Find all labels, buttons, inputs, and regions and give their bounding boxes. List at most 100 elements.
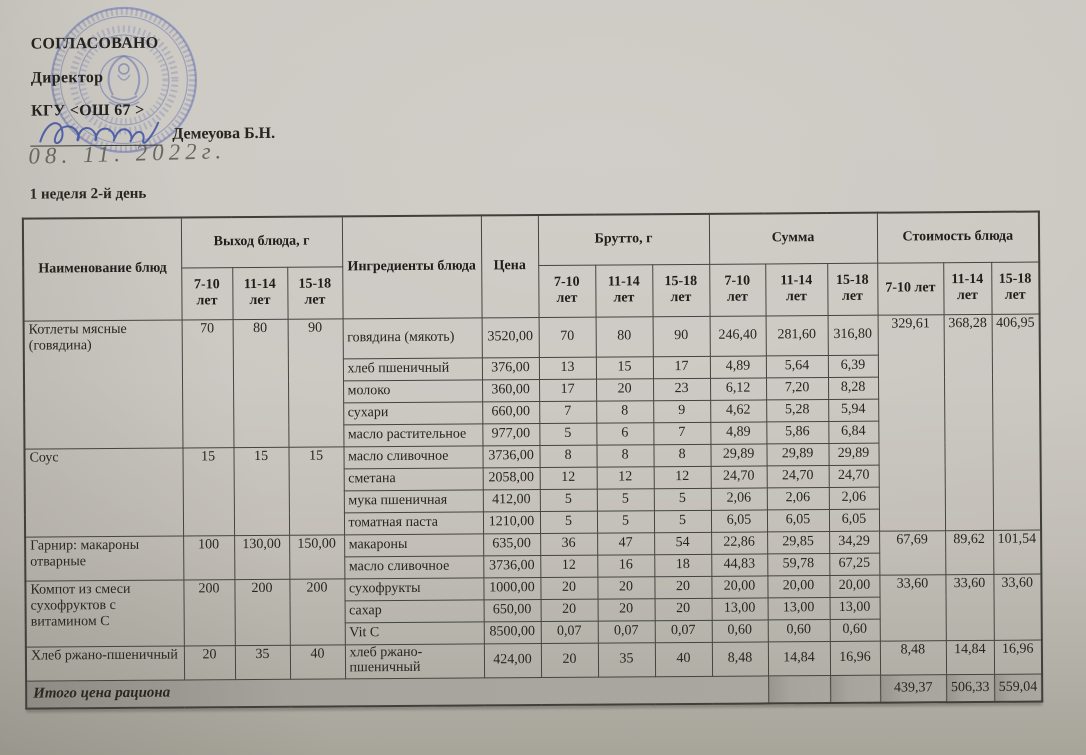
gross-cell: 0,07 bbox=[597, 620, 655, 643]
cost-cell: 67,69 bbox=[879, 530, 946, 575]
gross-cell: 5 bbox=[539, 510, 598, 534]
sum-cell: 29,89 bbox=[828, 442, 879, 466]
yield-cell: 100 bbox=[183, 535, 235, 580]
header-group-row: Наименование блюд Выход блюда, г Ингреди… bbox=[22, 211, 1040, 321]
price-cell: 650,00 bbox=[483, 599, 541, 622]
sum-cell: 4,89 bbox=[710, 421, 767, 444]
day-label: 1 неделя 2-й день bbox=[29, 185, 147, 203]
yield-cell: 80 bbox=[232, 318, 289, 448]
ingredient-cell: молоко bbox=[343, 379, 483, 403]
sum-cell: 316,80 bbox=[827, 314, 878, 356]
yield-cell: 40 bbox=[289, 644, 346, 679]
sum-cell: 22,86 bbox=[711, 531, 768, 554]
gross-cell: 20 bbox=[597, 576, 655, 599]
gross-cell: 17 bbox=[539, 378, 597, 402]
menu-table: Наименование блюд Выход блюда, г Ингреди… bbox=[21, 210, 1044, 710]
col-yield-age2: 11-14 лет bbox=[232, 266, 288, 320]
gross-cell: 8 bbox=[596, 400, 654, 423]
gross-cell: 5 bbox=[596, 488, 654, 511]
col-gross-age1: 7-10 лет bbox=[538, 264, 596, 318]
sum-cell: 7,20 bbox=[766, 377, 829, 400]
dish-name-cell: Компот из смеси сухофруктов с витамином … bbox=[25, 579, 184, 647]
sum-cell: 24,70 bbox=[710, 465, 767, 488]
dish-name-cell: Хлеб ржано-пшеничный bbox=[25, 645, 185, 681]
sum-cell: 29,89 bbox=[710, 443, 767, 466]
gross-cell: 18 bbox=[654, 553, 712, 577]
ingredient-cell: масло сливочное bbox=[344, 555, 484, 579]
price-cell: 977,00 bbox=[482, 423, 540, 446]
sum-cell: 2,06 bbox=[766, 487, 829, 510]
total-label: Итого цена рациона bbox=[26, 675, 769, 709]
ingredient-cell: масло растительное bbox=[343, 423, 483, 447]
sum-cell: 6,39 bbox=[827, 354, 879, 378]
sum-cell: 13,00 bbox=[711, 597, 768, 620]
price-cell: 3736,00 bbox=[483, 555, 541, 578]
gross-cell: 35 bbox=[597, 642, 656, 677]
col-ingredients: Ингредиенты блюда bbox=[341, 215, 482, 319]
gross-cell: 8 bbox=[596, 444, 654, 467]
approval-status: СОГЛАСОВАНО bbox=[30, 34, 159, 53]
sum-cell: 24,70 bbox=[828, 464, 879, 488]
yield-cell: 200 bbox=[289, 578, 345, 645]
gross-cell: 5 bbox=[653, 509, 712, 533]
total-empty-cell bbox=[830, 674, 881, 704]
ingredient-cell: масло сливочное bbox=[343, 445, 483, 469]
table-row: Котлеты мясные (говядина) 70 80 90 говяд… bbox=[23, 313, 1042, 531]
gross-cell: 17 bbox=[652, 355, 711, 379]
sum-cell: 20,00 bbox=[767, 575, 830, 598]
cost-cell: 368,28 bbox=[943, 313, 994, 531]
price-cell: 1000,00 bbox=[483, 577, 541, 600]
handwritten-date: 08. 11. 2022г. bbox=[28, 138, 227, 169]
yield-cell: 15 bbox=[288, 446, 345, 535]
cost-cell: 33,60 bbox=[993, 573, 1042, 640]
sum-cell: 4,62 bbox=[710, 399, 767, 422]
signature-stroke-icon bbox=[39, 121, 160, 145]
sum-cell: 5,64 bbox=[765, 355, 829, 378]
gross-cell: 20 bbox=[540, 642, 599, 678]
sum-cell: 2,06 bbox=[710, 487, 767, 510]
gross-cell: 12 bbox=[653, 465, 711, 489]
cost-cell: 14,84 bbox=[945, 639, 995, 675]
col-yield-age3: 15-18 лет bbox=[287, 266, 343, 319]
ingredient-cell: сухари bbox=[343, 401, 483, 425]
cost-cell: 101,54 bbox=[993, 529, 1042, 574]
sum-cell: 6,05 bbox=[766, 509, 830, 532]
gross-cell: 16 bbox=[597, 554, 655, 577]
sum-cell: 67,25 bbox=[829, 552, 880, 576]
approval-role: Директор bbox=[30, 69, 104, 87]
col-cost-age2: 11-14 лет bbox=[943, 261, 992, 315]
sum-cell: 0,60 bbox=[767, 619, 830, 642]
gross-cell: 20 bbox=[596, 378, 654, 401]
yield-cell: 20 bbox=[183, 645, 236, 680]
total-cost-cell: 506,33 bbox=[946, 673, 995, 703]
col-cost-age1: 7-10 лет bbox=[877, 262, 944, 315]
yield-cell: 15 bbox=[233, 446, 290, 536]
col-cost-age3: 15-18 лет bbox=[991, 261, 1040, 314]
sum-cell: 20,00 bbox=[711, 575, 768, 598]
gross-cell: 6 bbox=[596, 422, 654, 445]
sum-cell: 0,60 bbox=[711, 619, 768, 642]
sum-cell: 13,00 bbox=[829, 596, 880, 620]
col-yield-age1: 7-10 лет bbox=[181, 267, 233, 320]
sum-cell: 13,00 bbox=[767, 597, 830, 620]
gross-cell: 13 bbox=[538, 356, 597, 380]
sum-cell: 4,89 bbox=[709, 355, 767, 378]
col-cost-group: Стоимость блюда bbox=[876, 211, 1040, 263]
sum-cell: 14,84 bbox=[767, 641, 831, 676]
yield-cell: 15 bbox=[182, 447, 235, 536]
gross-cell: 20 bbox=[654, 575, 712, 599]
yield-cell: 200 bbox=[183, 579, 235, 646]
sum-cell: 8,28 bbox=[828, 376, 879, 400]
col-gross-age3: 15-18 лет bbox=[652, 263, 710, 317]
gross-cell: 7 bbox=[539, 400, 597, 424]
gross-cell: 54 bbox=[654, 531, 712, 555]
sum-cell: 29,89 bbox=[766, 443, 829, 466]
gross-cell: 12 bbox=[540, 554, 598, 578]
price-cell: 2058,00 bbox=[482, 467, 540, 490]
total-cost-cell: 439,37 bbox=[880, 674, 947, 703]
gross-cell: 70 bbox=[538, 316, 596, 358]
sum-cell: 246,40 bbox=[709, 315, 766, 356]
col-sum-group: Сумма bbox=[708, 212, 878, 264]
price-cell: 376,00 bbox=[481, 357, 540, 380]
price-cell: 635,00 bbox=[483, 533, 541, 556]
